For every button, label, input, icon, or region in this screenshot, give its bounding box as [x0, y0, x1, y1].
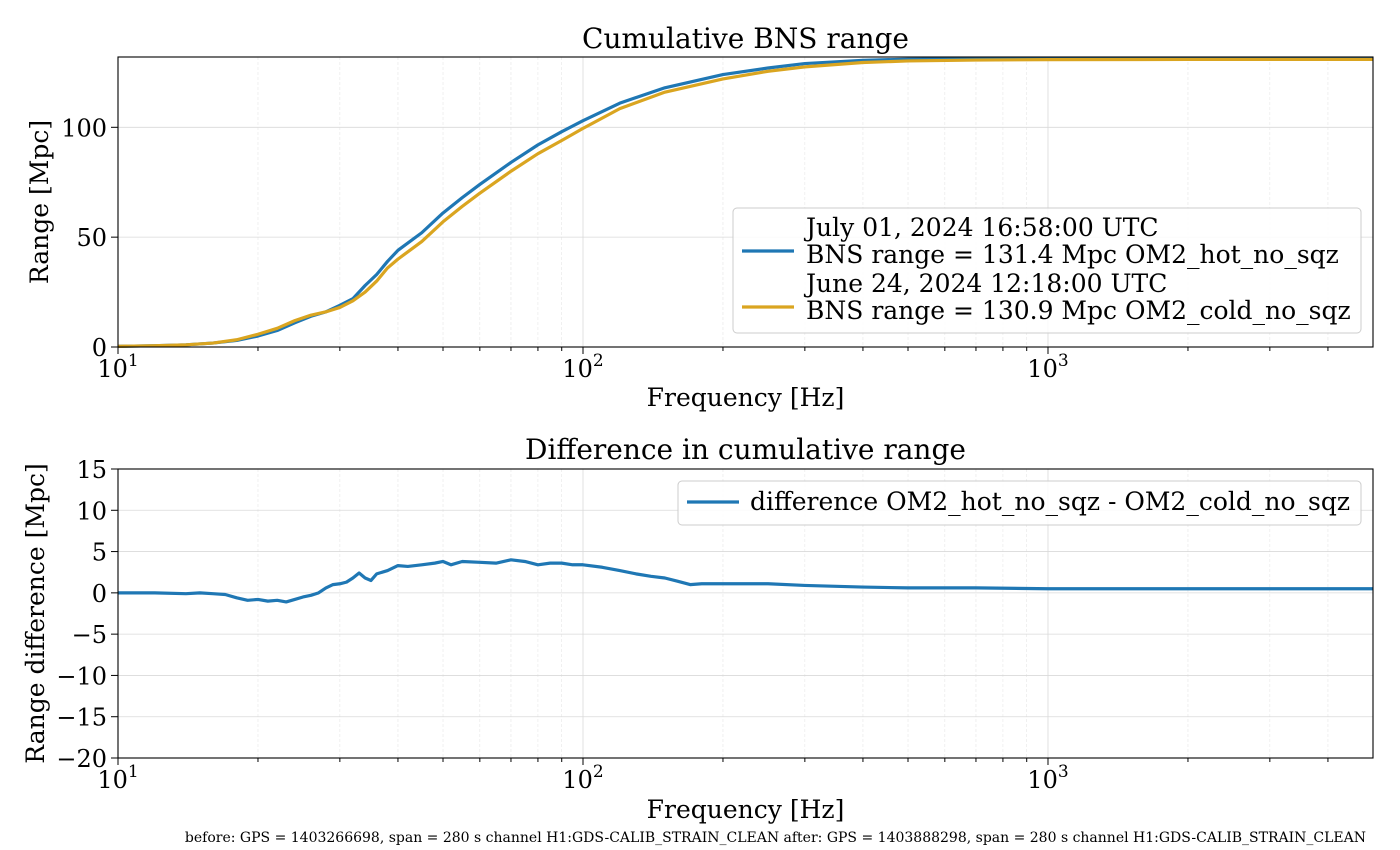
range-difference-axes	[117, 468, 1374, 759]
x-tick-label: 101	[97, 351, 138, 383]
cumulative-range-axes	[117, 56, 1374, 348]
legend-entry-1-line1: June 24, 2024 12:18:00 UTC	[803, 269, 1167, 298]
legend-entry-0: difference OM2_hot_no_sqz - OM2_cold_no_…	[750, 487, 1350, 516]
cumulative-range-xlabel: Frequency [Hz]	[647, 383, 845, 412]
series-line-0	[118, 558, 1373, 604]
range-difference-xlabel: Frequency [Hz]	[647, 795, 845, 824]
range-difference-ylabel: Range difference [Mpc]	[21, 463, 50, 763]
cumulative-range-ylabel: Range [Mpc]	[25, 120, 54, 284]
x-tick-label: 101	[97, 762, 138, 794]
y-tick-label: −20	[56, 745, 107, 773]
y-tick-label: 5	[92, 539, 107, 567]
x-tick-label: 102	[562, 351, 603, 383]
x-tick-label: 102	[562, 762, 603, 794]
range-difference-title: Difference in cumulative range	[525, 433, 966, 466]
series-line-1	[117, 57, 1373, 348]
y-tick-label: 50	[76, 224, 107, 252]
y-tick-label: −15	[56, 704, 107, 732]
legend-entry-1-line2: BNS range = 130.9 Mpc OM2_cold_no_sqz	[806, 296, 1351, 325]
y-tick-label: −5	[72, 621, 107, 649]
cumulative-range-chart: 101 102 103 0 50 100 Cumulative BNS range Fre…	[25, 22, 1374, 412]
cumulative-range-title: Cumulative BNS range	[582, 22, 909, 55]
footer-note: before: GPS = 1403266698, span = 280 s c…	[185, 830, 1366, 846]
y-tick-label: 10	[76, 497, 107, 525]
x-tick-label: 103	[1027, 762, 1068, 794]
y-tick-label: 0	[92, 580, 107, 608]
y-tick-label: 15	[76, 456, 107, 484]
series-line-0	[117, 56, 1373, 348]
legend-box	[732, 207, 1362, 334]
y-tick-label: −10	[56, 662, 107, 690]
y-tick-label: 100	[61, 114, 107, 142]
y-tick-label: 0	[92, 334, 107, 362]
legend-entry-0-line1: July 01, 2024 16:58:00 UTC	[803, 213, 1159, 242]
x-tick-label: 103	[1027, 351, 1068, 383]
range-difference-chart: 101 102 103 −20 −15 −10 −5 0 5 10 15 Difference in…	[21, 433, 1374, 824]
legend-box	[677, 480, 1362, 526]
range-difference-legend: difference OM2_hot_no_sqz - OM2_cold_no_…	[677, 480, 1362, 526]
legend-entry-0-line2: BNS range = 131.4 Mpc OM2_hot_no_sqz	[806, 240, 1339, 269]
